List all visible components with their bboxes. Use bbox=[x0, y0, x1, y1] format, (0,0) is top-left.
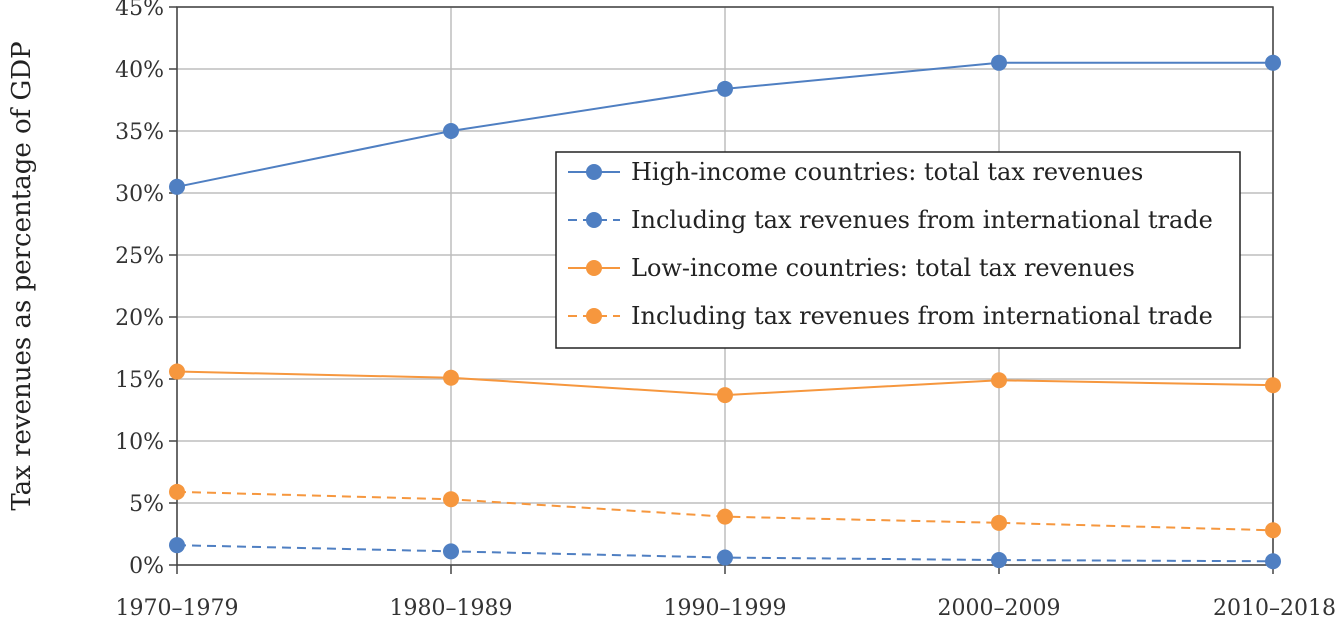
series-1-point-4 bbox=[1265, 553, 1281, 570]
series-3-point-1 bbox=[443, 491, 459, 508]
y-tick-label-1: 5% bbox=[129, 492, 164, 517]
series-0-point-4 bbox=[1265, 54, 1281, 71]
legend: High-income countries: total tax revenue… bbox=[555, 151, 1241, 349]
legend-swatch-marker-1 bbox=[586, 212, 602, 228]
series-layer bbox=[169, 54, 1281, 570]
x-axis-ticks: 1970–1979 1980–1989 1990–1999 2000–2009 2010… bbox=[116, 565, 1336, 621]
series-2 bbox=[169, 363, 1281, 404]
x-tick-label-1: 1980–1989 bbox=[390, 596, 513, 621]
x-tick-label-2: 1990–1999 bbox=[664, 596, 787, 621]
series-2-point-2 bbox=[717, 387, 733, 404]
y-tick-label-6: 30% bbox=[115, 182, 164, 207]
y-tick-label-3: 15% bbox=[115, 368, 164, 393]
legend-label-2: Low-income countries: total tax revenues bbox=[631, 254, 1135, 282]
legend-box bbox=[555, 151, 1241, 349]
y-tick-label-4: 20% bbox=[115, 306, 164, 331]
y-tick-label-0: 0% bbox=[129, 554, 164, 579]
legend-swatch-marker-3 bbox=[586, 308, 602, 324]
y-axis-ticks: 0% 5% 10% 15% 20% 25% 30% 35% 40% 45% bbox=[115, 0, 177, 579]
series-3-point-3 bbox=[991, 514, 1007, 531]
series-0-point-0 bbox=[169, 178, 185, 195]
y-tick-label-9: 45% bbox=[115, 0, 164, 21]
series-1-point-2 bbox=[717, 549, 733, 566]
series-3-point-0 bbox=[169, 483, 185, 500]
y-tick-label-8: 40% bbox=[115, 58, 164, 83]
series-2-point-0 bbox=[169, 363, 185, 380]
series-3-point-4 bbox=[1265, 522, 1281, 539]
legend-label-3: Including tax revenues from internationa… bbox=[631, 302, 1213, 330]
series-0-point-2 bbox=[717, 80, 733, 97]
legend-swatch-marker-0 bbox=[586, 164, 602, 180]
series-1-point-3 bbox=[991, 552, 1007, 569]
series-0-point-1 bbox=[443, 123, 459, 139]
series-1-point-1 bbox=[443, 543, 459, 560]
x-tick-label-0: 1970–1979 bbox=[116, 596, 239, 621]
series-0-point-3 bbox=[991, 54, 1007, 71]
series-1-point-0 bbox=[169, 537, 185, 554]
series-3 bbox=[169, 483, 1281, 539]
series-2-point-4 bbox=[1265, 377, 1281, 394]
y-tick-label-2: 10% bbox=[115, 430, 164, 455]
x-tick-label-4: 2010–2018 bbox=[1213, 596, 1336, 621]
series-3-point-2 bbox=[717, 508, 733, 525]
legend-label-1: Including tax revenues from internationa… bbox=[631, 206, 1213, 234]
legend-label-0: High-income countries: total tax revenue… bbox=[631, 158, 1143, 186]
series-2-point-1 bbox=[443, 369, 459, 386]
series-2-point-3 bbox=[991, 372, 1007, 389]
y-tick-label-7: 35% bbox=[115, 120, 164, 145]
series-0 bbox=[169, 54, 1281, 195]
x-tick-label-3: 2000–2009 bbox=[938, 596, 1061, 621]
legend-swatch-marker-2 bbox=[586, 260, 602, 276]
y-axis-title: Tax revenues as percentage of GDP bbox=[7, 41, 37, 510]
y-tick-label-5: 25% bbox=[115, 244, 164, 269]
series-1 bbox=[169, 537, 1281, 570]
